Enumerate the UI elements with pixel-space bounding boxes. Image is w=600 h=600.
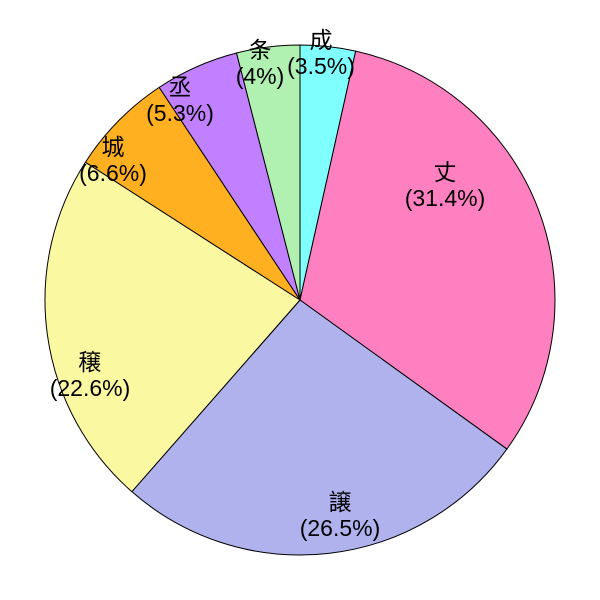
slice-pct: (4%) [236, 63, 285, 89]
slice-name: 丞 [169, 74, 192, 100]
slice-pct: (31.4%) [405, 185, 486, 211]
slice-label: 成(3.5%) [287, 27, 355, 79]
pie-chart: 成(3.5%)丈(31.4%)譲(26.5%)穣(22.6%)城(6.6%)丞(… [0, 0, 600, 600]
slice-pct: (5.3%) [146, 100, 214, 126]
slice-name: 城 [102, 134, 125, 160]
slice-name: 穣 [79, 349, 102, 375]
slice-pct: (6.6%) [79, 160, 147, 186]
slice-name: 成 [310, 27, 333, 53]
slice-label: 条(4%) [236, 37, 285, 89]
slice-name: 丈 [434, 159, 457, 185]
slice-name: 譲 [329, 489, 352, 515]
slice-pct: (22.6%) [50, 375, 131, 401]
slice-name: 条 [249, 37, 272, 63]
slice-pct: (3.5%) [287, 53, 355, 79]
slice-pct: (26.5%) [300, 515, 381, 541]
